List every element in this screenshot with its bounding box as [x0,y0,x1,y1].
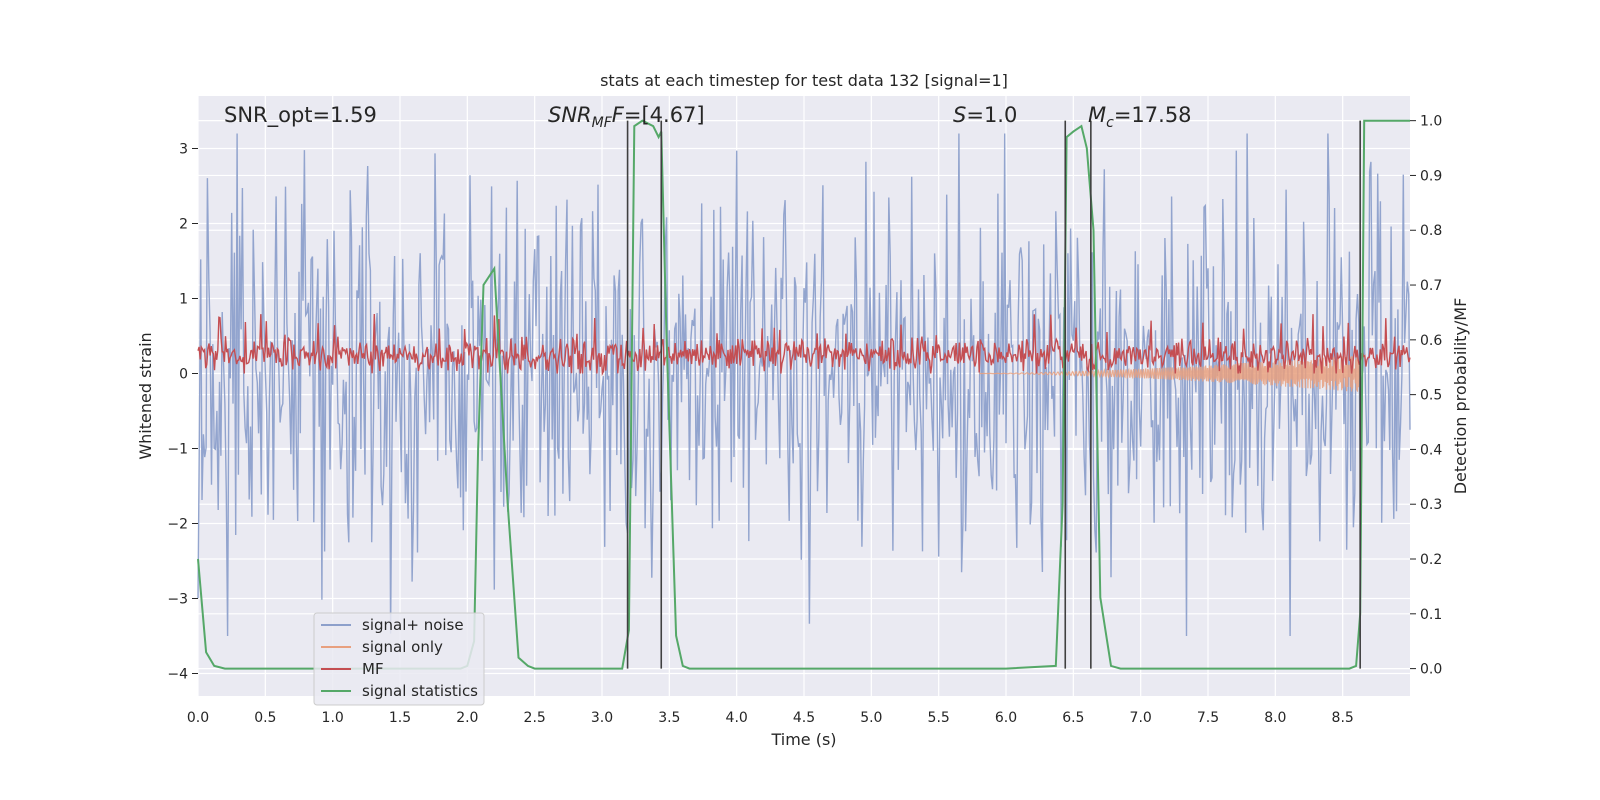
y-ticks-left: 3 2 1 0 −1 −2 −3 −4 [167,142,198,683]
y-tick-label-right: 1.0 [1420,114,1442,130]
y-tick-label-right: 0.6 [1420,333,1442,349]
y-tick-label-right: 0.1 [1420,607,1442,623]
x-ticks: 0.0 0.5 1.0 1.5 2.0 2.5 3.0 3.5 4.0 4.5 5.0 5.5 6.0 6… [187,710,1354,726]
y-ticks-right: 1.0 0.9 0.8 0.7 0.6 0.5 0.4 0.3 0.2 0.1 0.0 [1410,114,1442,678]
legend-item-signal-only: signal only [321,638,443,656]
y-tick-label-right: 0.7 [1420,278,1442,294]
y-tick-label-right: 0.9 [1420,168,1442,184]
legend-box [313,612,485,706]
chart-title: stats at each timestep for test data 132… [600,71,1008,90]
svg-text:MF: MF [362,660,384,678]
y-tick-label-right: 0.8 [1420,223,1442,239]
legend: signal+ noise signal only MF signal stat… [313,612,485,706]
y-tick-label-left: −2 [167,517,188,533]
x-tick-label: 3.5 [658,710,680,726]
legend-item-signal-statistics: signal statistics [321,682,478,700]
y-tick-label-left: 2 [179,217,188,233]
svg-text:signal statistics: signal statistics [362,682,478,700]
x-tick-label: 4.5 [793,710,815,726]
y-axis-label-right: Detection probability/MF [1451,298,1470,495]
y-axis-label-left: Whitened strain [136,332,155,459]
series-mf [197,313,1411,377]
annotation-s: S=1.0 [953,103,1017,127]
x-tick-label: 8.5 [1332,710,1354,726]
y-tick-label-right: 0.3 [1420,497,1442,513]
x-tick-label: 2.5 [524,710,546,726]
series-signal-noise [197,133,1411,637]
y-tick-label-left: −3 [167,592,188,608]
x-tick-label: 6.0 [995,710,1017,726]
annotation-mc: Mc=17.58 [1088,103,1192,131]
annotation-snr-opt: SNR_opt=1.59 [224,103,377,128]
y-tick-label-left: −1 [167,442,188,458]
x-tick-label: 7.0 [1130,710,1152,726]
legend-item-mf: MF [321,660,384,678]
svg-text:signal only: signal only [362,638,443,656]
y-tick-label-right: 0.4 [1420,442,1442,458]
svg-text:signal+ noise: signal+ noise [362,616,464,634]
x-tick-label: 8.0 [1264,710,1286,726]
x-tick-label: 4.0 [726,710,748,726]
x-tick-label: 7.5 [1197,710,1219,726]
y-tick-label-left: 3 [179,142,188,158]
legend-item-signal-noise: signal+ noise [321,616,464,634]
y-tick-label-right: 0.5 [1420,388,1442,404]
x-tick-label: 1.5 [389,710,411,726]
x-tick-label: 0.0 [187,710,209,726]
y-tick-label-right: 0.0 [1420,662,1442,678]
vertical-lines [626,120,1361,669]
x-tick-label: 0.5 [254,710,276,726]
y-tick-label-right: 0.2 [1420,552,1442,568]
x-tick-label: 5.5 [928,710,950,726]
x-tick-label: 3.0 [591,710,613,726]
x-tick-label: 5.0 [860,710,882,726]
x-tick-label: 2.0 [456,710,478,726]
y-tick-label-left: 0 [179,367,188,383]
x-tick-label: 6.5 [1062,710,1084,726]
x-tick-label: 1.0 [322,710,344,726]
y-tick-label-left: −4 [167,667,188,683]
series-signal-only [979,355,1361,392]
annotation-snr-mf: SNRMFF=[4.67] [548,103,705,131]
y-tick-label-left: 1 [179,292,188,308]
x-axis-label: Time (s) [770,730,836,749]
